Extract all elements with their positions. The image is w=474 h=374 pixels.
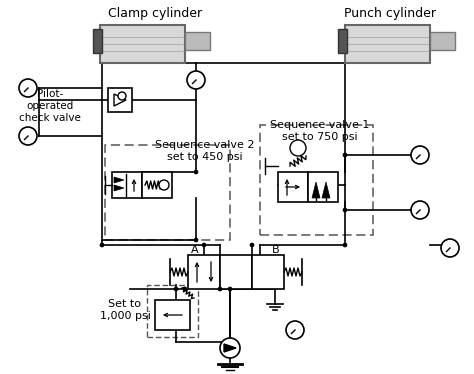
Polygon shape [312,182,320,198]
Circle shape [290,140,306,156]
Bar [220,255,252,289]
Text: Sequence valve 1
set to 750 psi: Sequence valve 1 set to 750 psi [270,120,370,142]
Circle shape [343,153,347,157]
Circle shape [19,127,37,145]
Bar [147,285,198,337]
Circle shape [118,92,126,100]
Bar [93,29,102,53]
Polygon shape [114,177,124,183]
Circle shape [159,180,169,190]
Bar [112,172,142,198]
Circle shape [218,287,222,291]
Circle shape [228,287,232,291]
Circle shape [286,321,304,339]
Bar [308,172,338,202]
Bar [188,255,220,289]
Bar [252,255,284,289]
Bar [430,32,455,50]
Bar [155,300,190,330]
Circle shape [187,71,205,89]
Text: Pilot-
operated
check valve: Pilot- operated check valve [19,89,81,123]
Circle shape [411,146,429,164]
Circle shape [343,243,347,247]
Bar [108,88,132,112]
Bar [185,32,210,50]
Bar [345,25,430,63]
Text: Sequence valve 2
set to 450 psi: Sequence valve 2 set to 450 psi [155,140,255,162]
Bar [100,25,185,63]
Circle shape [19,79,37,97]
Bar [142,172,172,198]
Text: Punch cylinder: Punch cylinder [344,6,436,19]
Circle shape [174,287,178,291]
Bar [260,125,373,235]
Text: Set to
1,000 psi: Set to 1,000 psi [100,299,150,321]
Polygon shape [322,182,330,198]
Circle shape [441,239,459,257]
Circle shape [194,238,198,242]
Circle shape [343,208,347,212]
Circle shape [250,243,254,247]
Text: Clamp cylinder: Clamp cylinder [108,6,202,19]
Circle shape [100,243,104,247]
Circle shape [202,243,206,247]
Bar [338,29,347,53]
Bar [105,145,230,240]
Circle shape [183,287,187,291]
Circle shape [220,338,240,358]
Bar [278,172,308,202]
Polygon shape [114,185,124,191]
Circle shape [194,170,198,174]
Text: B: B [272,245,280,255]
Polygon shape [224,344,236,352]
Text: A: A [191,245,199,255]
Circle shape [411,201,429,219]
